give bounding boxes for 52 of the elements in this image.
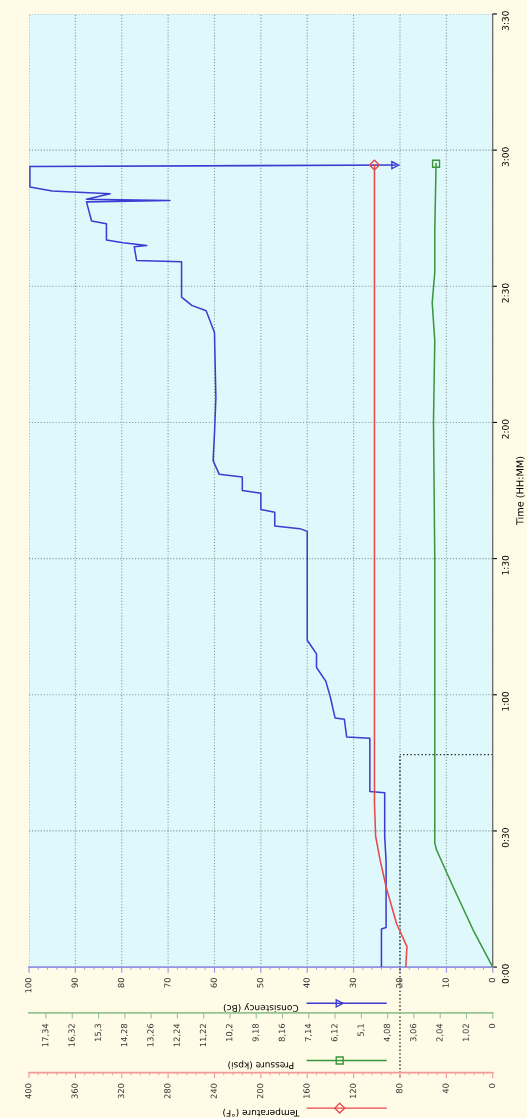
x-tick-label: 80	[117, 978, 125, 988]
x2-tick-label: 13,26	[147, 1023, 155, 1047]
x-tick-label: 400	[25, 1083, 32, 1099]
x-tick-label: 90	[71, 978, 78, 988]
y-tick-label: 2:30	[501, 283, 509, 303]
x2-tick-label: 4,08	[383, 1023, 391, 1042]
x-tick-label: 360	[71, 1083, 78, 1099]
x2-tick-label: 7,14	[305, 1023, 313, 1042]
x-tick-label: 60	[210, 978, 217, 988]
y-tick-label: 3:30	[501, 11, 509, 31]
y-tick-label: 2:00	[501, 419, 509, 439]
x-tick-label: 320	[117, 1083, 125, 1099]
x-tick-label: 30	[349, 978, 357, 988]
y-tick-label: 1:30	[501, 555, 509, 575]
x2-tick-label: 12,24	[173, 1023, 181, 1047]
y-tick-label: 1:00	[501, 691, 509, 711]
x-tick-label: 70	[164, 978, 171, 988]
x2-tick-label: 14,28	[120, 1023, 129, 1047]
x-tick-label: 40	[303, 978, 310, 988]
x-tick-label: 20	[396, 978, 403, 988]
y-tick-label: 3:00	[501, 147, 509, 167]
x2-tick-label: 0	[488, 1023, 496, 1029]
x-tick-label: 240	[210, 1083, 217, 1099]
x2-tick-label: 2,04	[436, 1023, 444, 1042]
x2-tick-label: 15,3	[94, 1023, 102, 1041]
x2-tick-label: 10,2	[226, 1024, 234, 1041]
x-tick-label: 40	[442, 1083, 449, 1094]
x2-tick-label: 11,22	[199, 1024, 207, 1047]
x-tick-label: 50	[256, 978, 264, 988]
x-tick-label: 160	[303, 1083, 310, 1099]
x-axis-title: Temperature (°F)	[223, 1108, 300, 1117]
x-tick-label: 120	[349, 1083, 357, 1099]
x2-tick-label: 6,12	[331, 1024, 339, 1042]
x2-tick-label: 9,18	[252, 1023, 260, 1042]
x-tick-label: 80	[396, 1083, 403, 1094]
x-tick-label: 100	[25, 978, 32, 993]
x-tick-label: 0	[488, 978, 496, 983]
x2-tick-label: 8,16	[278, 1023, 286, 1042]
x2-tick-label: 1,02	[462, 1024, 470, 1041]
y-tick-label: 0:00	[501, 964, 509, 984]
x2-axis-title: Pressure (kpsi)	[228, 1060, 294, 1070]
x-axis-title: Consistency (Bc)	[223, 1003, 299, 1013]
x2-tick-label: 3,06	[410, 1023, 418, 1042]
x2-tick-label: 5,1	[357, 1024, 365, 1036]
x2-tick-label: 17,34	[42, 1023, 50, 1047]
y-axis-title: Time (HH:MM)	[516, 456, 525, 526]
x-tick-label: 280	[164, 1083, 171, 1099]
x-tick-label: 0	[488, 1083, 496, 1088]
x-tick-label: 10	[442, 978, 449, 988]
y-tick-label: 0:30	[501, 828, 509, 848]
x2-tick-label: 16,32	[68, 1024, 76, 1047]
x-tick-label: 200	[256, 1083, 264, 1099]
